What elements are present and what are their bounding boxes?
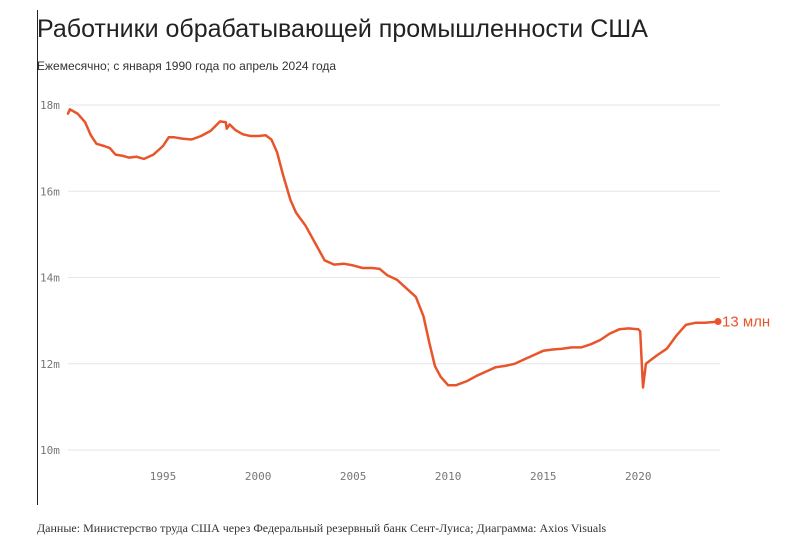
x-tick-label: 1995	[150, 470, 177, 483]
y-tick-label: 14m	[40, 272, 60, 285]
x-tick-label: 2015	[530, 470, 557, 483]
y-tick-label: 18m	[40, 99, 60, 112]
source-note: Данные: Министерство труда США через Фед…	[37, 521, 607, 535]
chart-title: Работники обрабатывающей промышленности …	[37, 15, 648, 43]
x-tick-label: 2010	[435, 470, 462, 483]
y-tick-label: 12m	[40, 358, 60, 371]
series-line	[66, 108, 722, 389]
y-tick-label: 16m	[40, 185, 60, 198]
x-tick-label: 2005	[340, 470, 367, 483]
y-tick-label: 10m	[40, 444, 60, 457]
x-tick-label: 2020	[625, 470, 652, 483]
left-vertical-rule	[37, 10, 38, 505]
x-tick-label: 2000	[245, 470, 272, 483]
end-point-label: 13 млн	[722, 313, 770, 330]
end-point-dot	[714, 317, 722, 325]
chart-subtitle: Ежемесячно; с января 1990 года по апрель…	[37, 59, 337, 73]
